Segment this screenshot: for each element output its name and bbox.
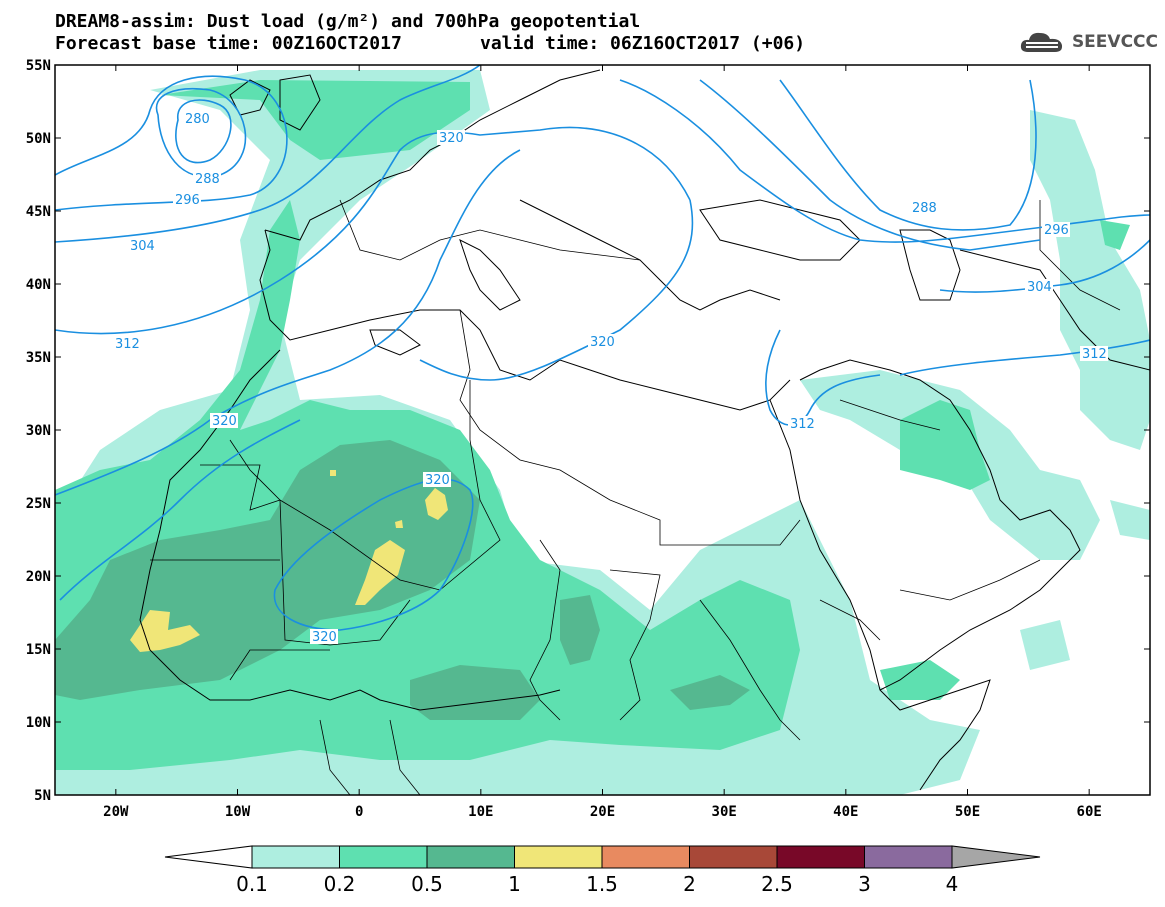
- colorbar-label: 2.5: [761, 872, 793, 896]
- contour-label: 320: [425, 473, 450, 488]
- forecast-base-time: Forecast base time: 00Z16OCT2017: [55, 33, 402, 54]
- contour-label: 288: [195, 172, 220, 187]
- contour-label: 320: [212, 414, 237, 429]
- lon-label: 50E: [955, 804, 980, 820]
- colorbar-label: 1.5: [586, 872, 618, 896]
- colorbar-swatch: [601, 845, 690, 869]
- contour-label: 320: [439, 131, 464, 146]
- contour-label: 312: [790, 417, 815, 432]
- lon-label: 20W: [103, 804, 129, 820]
- lon-label: 60E: [1077, 804, 1102, 820]
- colorbar: [164, 845, 1041, 869]
- lat-label: 10N: [26, 715, 51, 731]
- colorbar-label: 4: [946, 872, 959, 896]
- longitude-labels: 20W 10W 0 10E 20E 30E 40E 50E 60E: [103, 804, 1102, 820]
- lon-label: 10W: [225, 804, 251, 820]
- contour-labels: 280 288 296 304 312 320 320 320 320 288 …: [113, 111, 1108, 645]
- colorbar-label: 0.5: [411, 872, 443, 896]
- colorbar-swatch: [689, 845, 778, 869]
- latitude-labels: 55N 50N 45N 40N 35N 30N 25N 20N 15N 10N 5N: [26, 58, 51, 804]
- colorbar-arrow-low: [164, 845, 253, 869]
- colorbar-labels: 0.1 0.2 0.5 1 1.5 2 2.5 3 4: [236, 872, 958, 896]
- contour-label: 304: [1027, 280, 1052, 295]
- colorbar-label: 3: [858, 872, 871, 896]
- colorbar-arrow-high: [951, 845, 1041, 869]
- country-borders: [150, 199, 1121, 795]
- contour-label: 320: [312, 630, 337, 645]
- lat-label: 35N: [26, 350, 51, 366]
- contour-label: 312: [1082, 347, 1107, 362]
- cloud-icon: [1020, 32, 1063, 52]
- geopotential-contours: [55, 65, 1150, 631]
- lat-label: 15N: [26, 642, 51, 658]
- lat-label: 5N: [34, 788, 51, 804]
- lon-label: 40E: [833, 804, 858, 820]
- contour-label: 280: [185, 112, 210, 127]
- contour-label: 288: [912, 201, 937, 216]
- colorbar-label: 0.2: [324, 872, 356, 896]
- lon-label: 10E: [468, 804, 493, 820]
- lat-label: 20N: [26, 569, 51, 585]
- lat-label: 25N: [26, 496, 51, 512]
- logo-text: SEEVCCC: [1071, 32, 1158, 52]
- lat-label: 50N: [26, 131, 51, 147]
- lat-label: 45N: [26, 204, 51, 220]
- map-title: DREAM8-assim: Dust load (g/m²) and 700hP…: [55, 11, 641, 32]
- contour-label: 296: [1044, 223, 1069, 238]
- lon-label: 30E: [712, 804, 737, 820]
- valid-time: valid time: 06Z16OCT2017 (+06): [480, 33, 806, 54]
- colorbar-label: 1: [508, 872, 521, 896]
- colorbar-label: 2: [683, 872, 696, 896]
- axis-ticks: [55, 64, 1150, 796]
- colorbar-swatch: [514, 845, 603, 869]
- colorbar-swatch: [776, 845, 865, 869]
- lon-label: 0: [355, 804, 363, 820]
- colorbar-swatch: [251, 845, 340, 869]
- lat-label: 55N: [26, 58, 51, 74]
- seevccc-logo: SEEVCCC: [1018, 26, 1158, 58]
- colorbar-swatch: [864, 845, 953, 869]
- lat-label: 40N: [26, 277, 51, 293]
- contour-label: 320: [590, 335, 615, 350]
- lon-label: 20E: [590, 804, 615, 820]
- coastlines: [139, 69, 1150, 791]
- colorbar-swatch: [339, 845, 428, 869]
- lat-label: 30N: [26, 423, 51, 439]
- colorbar-label: 0.1: [236, 872, 268, 896]
- contour-label: 312: [115, 337, 140, 352]
- contour-label: 304: [130, 239, 155, 254]
- colorbar-swatch: [426, 845, 515, 869]
- contour-label: 296: [175, 193, 200, 208]
